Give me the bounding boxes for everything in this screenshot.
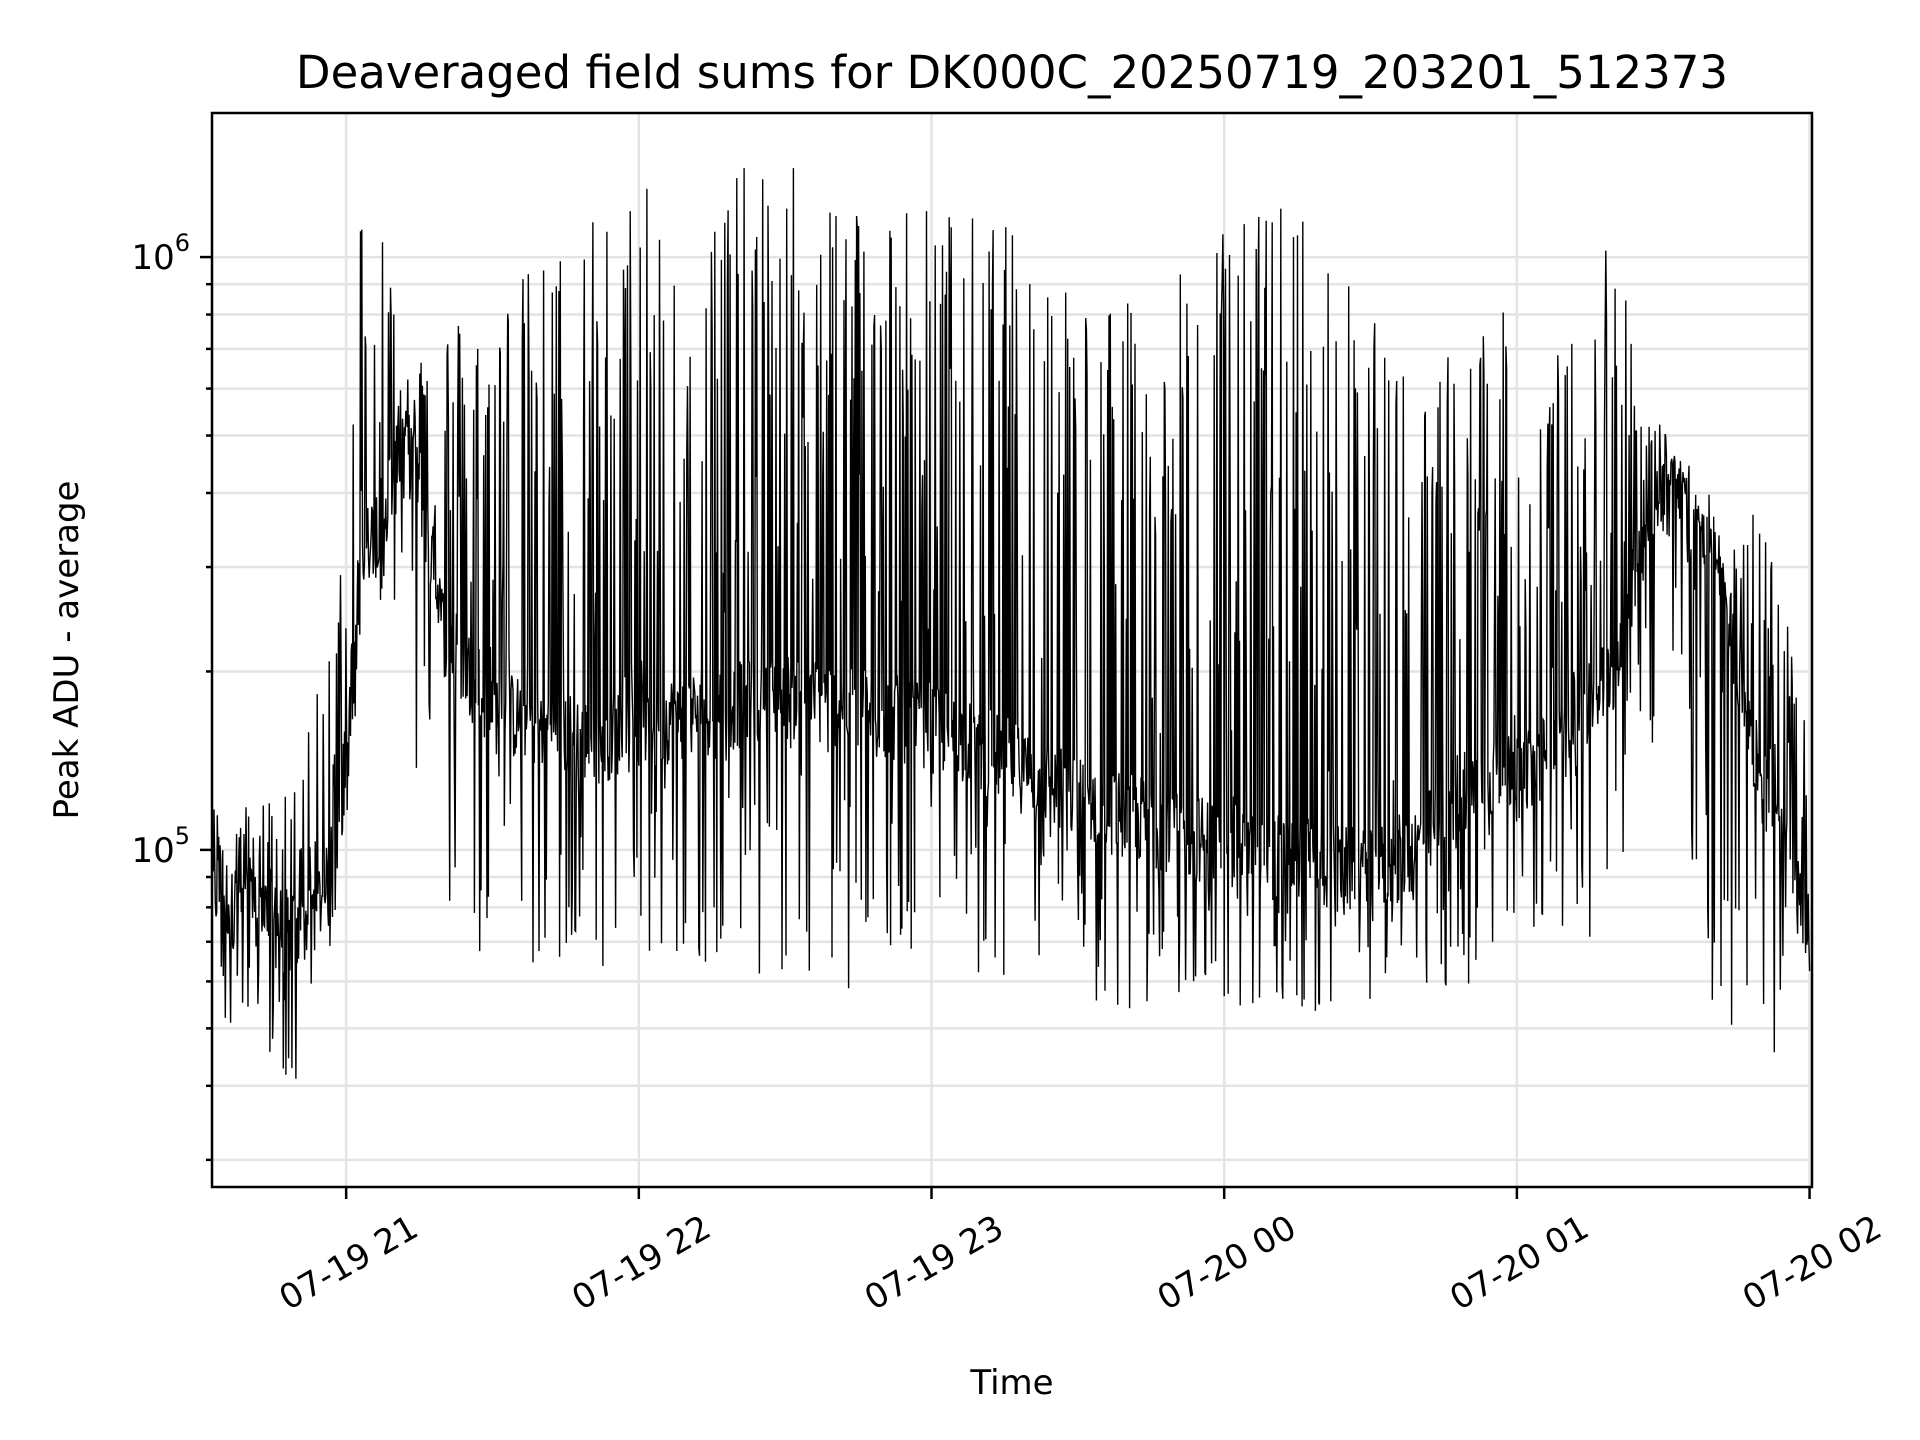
y-tick-label: 106 — [131, 229, 190, 278]
series-line — [211, 168, 1811, 1079]
x-axis-ticks: 07-19 21 07-19 22 07-19 23 07-20 00 07-20 01… — [273, 1187, 1888, 1319]
x-tick-label: 07-20 00 — [1151, 1208, 1303, 1319]
x-tick-label: 07-19 23 — [858, 1208, 1010, 1319]
y-axis-label: Peak ADU - average — [47, 481, 87, 820]
chart-title: Deaveraged field sums for DK000C_2025071… — [296, 46, 1728, 99]
x-tick-label: 07-19 21 — [273, 1208, 425, 1319]
x-tick-label: 07-20 02 — [1736, 1208, 1888, 1319]
series-path — [211, 168, 1811, 1079]
y-axis-ticks: 105 106 — [131, 229, 212, 1162]
x-tick-label: 07-20 01 — [1443, 1208, 1595, 1319]
y-tick-label: 105 — [131, 822, 190, 871]
plot-frame — [210, 111, 1814, 1189]
x-axis-label: Time — [969, 1363, 1053, 1403]
x-tick-label: 07-19 22 — [565, 1208, 717, 1319]
